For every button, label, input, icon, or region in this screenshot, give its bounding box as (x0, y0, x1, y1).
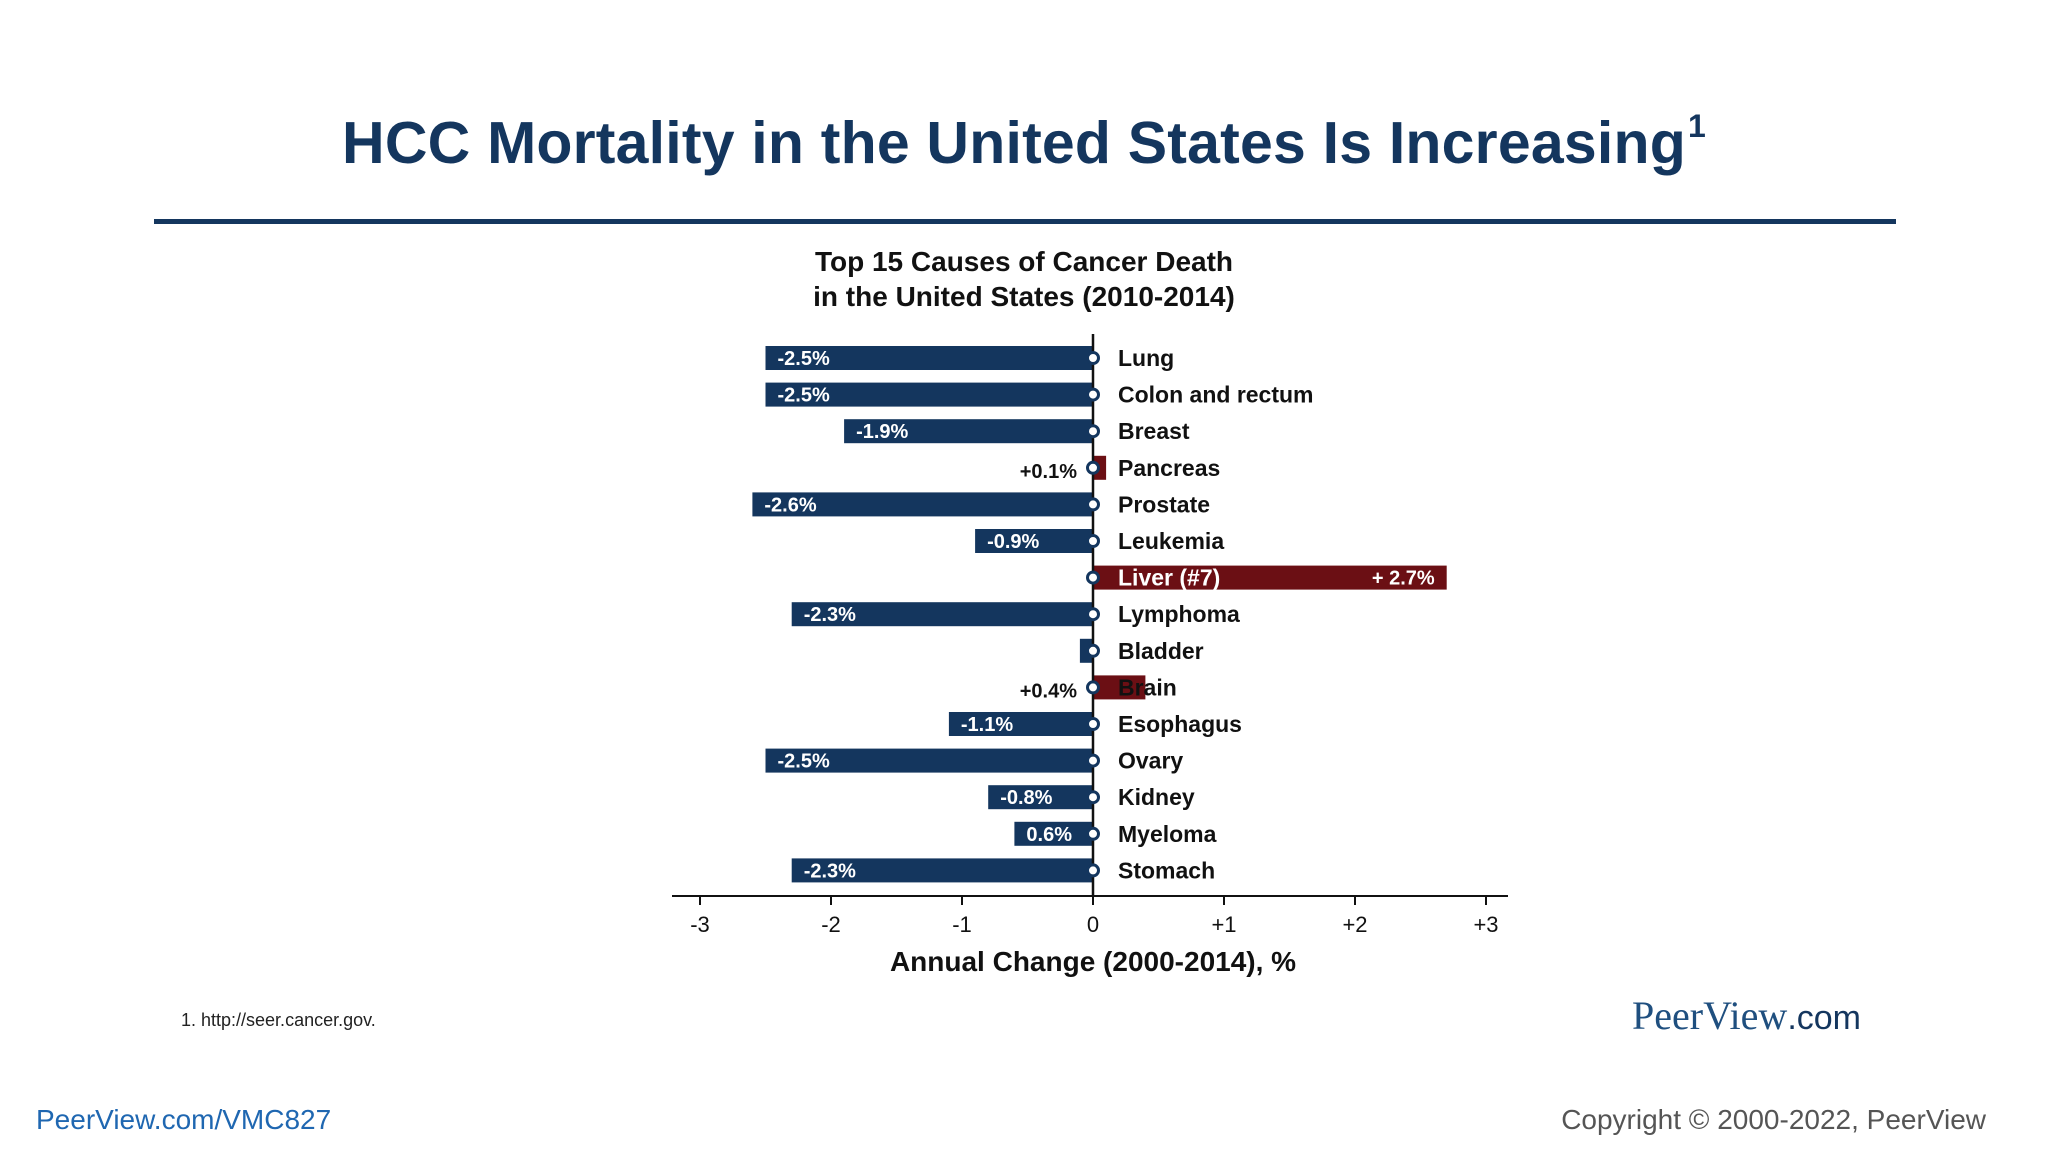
zero-marker (1086, 643, 1100, 658)
logo-suffix: .com (1787, 999, 1861, 1037)
category-label: Lymphoma (1118, 601, 1240, 627)
zero-marker (1086, 607, 1100, 622)
category-label: Myeloma (1118, 821, 1217, 847)
x-tick-label: -1 (952, 912, 972, 937)
x-tick-label: -2 (821, 912, 841, 937)
category-label: Prostate (1118, 491, 1210, 517)
bar-value-label: -0.9% (987, 531, 1039, 553)
zero-marker (1086, 826, 1100, 841)
x-tick-label: +1 (1211, 912, 1236, 937)
bar (752, 492, 1093, 517)
bar-value-label: -2.5% (778, 751, 830, 773)
zero-marker (1086, 460, 1100, 475)
bar (948, 712, 1093, 736)
bar (988, 785, 1093, 810)
zero-marker (1086, 680, 1100, 695)
zero-marker (1086, 863, 1100, 878)
bar (765, 748, 1093, 773)
copyright: Copyright © 2000-2022, PeerView (1561, 1104, 1986, 1135)
bar (1093, 675, 1146, 700)
slide-title-text: HCC Mortality in the United States Is In… (342, 110, 1686, 176)
x-tick-label: +3 (1473, 912, 1498, 937)
x-tick-label: 0 (1087, 912, 1099, 937)
zero-marker (1086, 753, 1100, 768)
bar (844, 419, 1093, 444)
zero-marker (1086, 534, 1100, 548)
x-axis-label: Annual Change (2000-2014), % (889, 946, 1297, 977)
category-label: Leukemia (1118, 528, 1224, 554)
bar (791, 602, 1093, 627)
category-label: Liver (#7) (1118, 565, 1220, 591)
bar-value-label: +0.4% (1020, 680, 1077, 702)
bar (765, 346, 1093, 370)
bar (791, 858, 1093, 883)
category-label: Pancreas (1118, 455, 1220, 481)
bar (1014, 821, 1093, 846)
bar (975, 529, 1093, 553)
title-divider (154, 219, 1896, 224)
category-label: Esophagus (1118, 711, 1242, 737)
bar-value-label: -1.1% (961, 714, 1013, 736)
bar-value-label: -1.9% (856, 421, 908, 443)
logo-main: PeerView (1632, 993, 1788, 1038)
category-label: Brain (1118, 674, 1177, 700)
footer-link[interactable]: PeerView.com/VMC827 (36, 1104, 332, 1135)
category-label: Kidney (1118, 784, 1195, 810)
category-label: Bladder (1118, 638, 1204, 664)
peerview-logo: PeerView.com (1632, 992, 1861, 1039)
chart-title-line2: in the United States (2010-2014) (813, 281, 1235, 312)
x-tick-label: +2 (1342, 912, 1367, 937)
bar (765, 382, 1093, 407)
bar-value-label: -2.3% (804, 860, 856, 882)
bar-value-label: -2.5% (778, 348, 830, 370)
zero-marker (1086, 717, 1100, 731)
zero-marker (1086, 790, 1100, 805)
bar-value-label: + 2.7% (1372, 568, 1435, 590)
zero-marker (1086, 497, 1100, 512)
category-label: Breast (1118, 418, 1190, 444)
slide-title: HCC Mortality in the United States Is In… (0, 108, 2048, 177)
bar-value-label: -2.3% (804, 604, 856, 626)
bar (1093, 565, 1447, 590)
footnote: 1. http://seer.cancer.gov. (181, 1010, 376, 1030)
title-footnote-ref: 1 (1687, 108, 1706, 144)
category-label: Stomach (1118, 857, 1215, 883)
bar-value-label: -0.8% (1000, 787, 1052, 809)
bar-value-label: 0.6% (1026, 824, 1072, 846)
category-label: Lung (1118, 345, 1174, 371)
category-label: Ovary (1118, 748, 1183, 774)
zero-marker (1086, 351, 1100, 365)
chart-title-line1: Top 15 Causes of Cancer Death (814, 246, 1234, 277)
category-label: Colon and rectum (1118, 382, 1314, 408)
bar-value-label: -2.6% (764, 494, 816, 516)
x-tick-label: -3 (690, 912, 710, 937)
bar-value-label: -2.5% (778, 385, 830, 407)
zero-marker (1086, 570, 1100, 585)
chart-title: Top 15 Causes of Cancer Death in the Uni… (0, 244, 2048, 314)
zero-marker (1086, 387, 1100, 402)
zero-marker (1086, 424, 1100, 439)
bar-value-label: +0.1% (1020, 461, 1077, 483)
